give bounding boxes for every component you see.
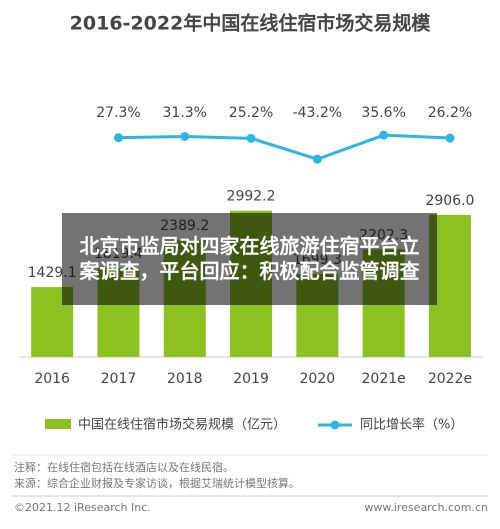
website: www.iresearch.com.cn [364,501,488,514]
growth-point [113,133,123,143]
growth-value-label: 31.3% [163,105,207,121]
overlay-caption-text: 北京市监局对四家在线旅游住宿平台立案调查，平台回应：积极配合监管调查 [79,234,420,283]
copyright: ©2021.12 iResearch Inc. [14,501,151,514]
growth-point [379,130,389,140]
growth-value-label: -43.2% [293,105,343,121]
note: 来源：综合企业财报及专家访谈，根据艾瑞统计模型核算。 [14,476,300,490]
bar-value-label: 2992.2 [227,189,276,205]
chart-title: 2016-2022年中国在线住宿市场交易规模 [70,12,432,35]
growth-line [118,133,451,161]
growth-value-label: 27.3% [96,105,140,121]
growth-point [312,154,322,164]
x-tick-label: 2019 [233,371,269,387]
growth-point [246,133,256,143]
x-tick-label: 2016 [34,371,70,387]
legend-swatch [330,420,340,430]
x-tick-label: 2022e [428,371,472,387]
growth-value-label: 26.2% [428,105,472,121]
bar-value-label: 2906.0 [425,193,474,209]
growth-value-label: 25.2% [229,105,273,121]
note: 注释：在线住宿包括在线酒店以及在线民宿。 [14,460,234,474]
x-tick-label: 2018 [167,371,203,387]
x-tick-label: 2020 [300,371,336,387]
growth-value-label: 35.6% [361,105,405,121]
legend-label: 同比增长率（%） [360,417,463,433]
legend-swatch [45,419,71,429]
growth-point [445,133,455,143]
x-tick-label: 2021e [362,371,406,387]
growth-point [180,131,190,141]
overlay-caption: 北京市监局对四家在线旅游住宿平台立案调查，平台回应：积极配合监管调查 [62,213,437,305]
legend-label: 中国在线住宿市场交易规模（亿元） [78,417,286,433]
x-tick-label: 2017 [101,371,137,387]
